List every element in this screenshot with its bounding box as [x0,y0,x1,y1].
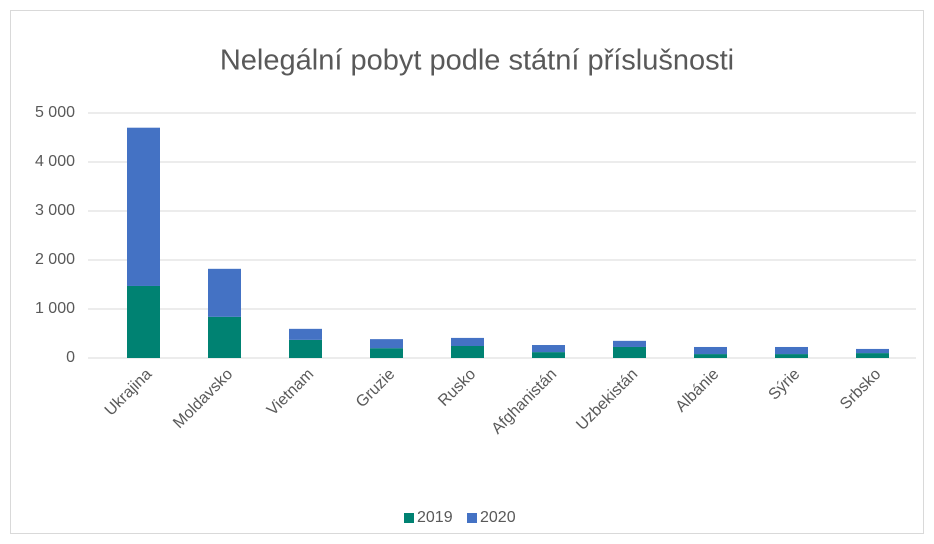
bar-segment [613,340,646,347]
bar-segment [127,285,160,358]
legend-swatch [467,513,477,523]
legend-label: 2019 [417,509,453,526]
bar-segment [775,354,808,358]
bar-segment [613,346,646,358]
bar-segment [208,316,241,358]
bar-segment [451,345,484,358]
y-tick-label: 1 000 [35,300,75,317]
chart-frame [10,10,924,534]
legend-label: 2020 [480,509,516,526]
bar-segment [775,346,808,355]
bar-segment [127,127,160,286]
bar-segment [856,348,889,354]
bar-segment [856,353,889,358]
bar-segment [208,268,241,317]
bar-segment [694,354,727,358]
y-tick-label: 2 000 [35,251,75,268]
y-tick-label: 0 [66,349,75,366]
bar-segment [532,345,565,353]
y-tick-label: 4 000 [35,153,75,170]
y-tick-label: 5 000 [35,104,75,121]
bar-segment [694,346,727,355]
bar-segment [370,339,403,349]
bar-segment [532,352,565,358]
bar-segment [370,348,403,358]
chart-title: Nelegální pobyt podle státní příslušnost… [220,45,734,77]
bar-segment [451,337,484,346]
legend-swatch [404,513,414,523]
y-tick-label: 3 000 [35,202,75,219]
bar-segment [289,328,322,340]
bar-segment [289,339,322,358]
